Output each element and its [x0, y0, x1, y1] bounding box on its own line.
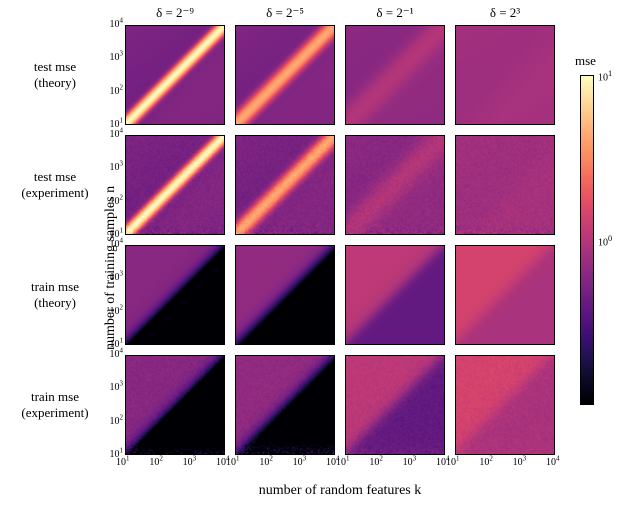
heatmap-canvas [126, 26, 224, 124]
heatmap-canvas [126, 136, 224, 234]
heatmap-panel [345, 25, 445, 125]
heatmap-panel [125, 245, 225, 345]
y-tick-label: 102 [110, 306, 124, 317]
x-tick-label: 103 [403, 457, 417, 468]
x-tick-label: 101 [116, 457, 130, 468]
x-tick-label: 101 [226, 457, 240, 468]
row-label: test mse(theory) [10, 59, 100, 92]
heatmap-canvas [236, 246, 334, 344]
y-axis-label: number of training samples n [103, 186, 119, 350]
heatmap-panel [345, 135, 445, 235]
x-tick-label: 103 [513, 457, 527, 468]
y-tick-label: 103 [110, 52, 124, 63]
heatmap-canvas [346, 26, 444, 124]
heatmap-canvas [346, 356, 444, 454]
y-tick-label: 104 [110, 349, 124, 360]
heatmap-canvas [346, 136, 444, 234]
col-label: δ = 2⁻¹ [340, 5, 450, 21]
heatmap-canvas [456, 136, 554, 234]
colorbar-label: mse [575, 53, 596, 69]
x-tick-label: 102 [259, 457, 273, 468]
y-tick-label: 102 [110, 416, 124, 427]
heatmap-panel [455, 245, 555, 345]
x-tick-label: 104 [546, 457, 560, 468]
heatmap-panel [235, 355, 335, 455]
heatmap-canvas [456, 356, 554, 454]
heatmap-panel [125, 25, 225, 125]
y-tick-label: 104 [110, 19, 124, 30]
y-tick-label: 103 [110, 162, 124, 173]
x-tick-label: 101 [336, 457, 350, 468]
row-label: train mse(theory) [10, 279, 100, 312]
heatmap-canvas [346, 246, 444, 344]
x-axis-label: number of random features k [125, 483, 555, 499]
heatmap-canvas [126, 246, 224, 344]
x-tick-label: 102 [369, 457, 383, 468]
y-tick-label: 103 [110, 272, 124, 283]
colorbar [580, 75, 594, 405]
heatmap-panel [235, 245, 335, 345]
colorbar-tick-label: 100 [598, 234, 612, 248]
heatmap-panel [235, 135, 335, 235]
y-tick-label: 104 [110, 239, 124, 250]
y-tick-label: 102 [110, 86, 124, 97]
heatmap-panel [125, 355, 225, 455]
heatmap-panel [455, 25, 555, 125]
heatmap-panel [345, 355, 445, 455]
y-tick-label: 103 [110, 382, 124, 393]
heatmap-panel [455, 355, 555, 455]
y-tick-label: 102 [110, 196, 124, 207]
x-tick-label: 103 [293, 457, 307, 468]
col-label: δ = 2⁻⁹ [120, 5, 230, 21]
colorbar-tick-label: 101 [598, 69, 612, 83]
heatmap-panel [345, 245, 445, 345]
x-tick-label: 103 [183, 457, 197, 468]
heatmap-canvas [456, 26, 554, 124]
col-label: δ = 2³ [450, 5, 560, 21]
heatmap-canvas [456, 246, 554, 344]
figure: δ = 2⁻⁹δ = 2⁻⁵δ = 2⁻¹δ = 2³ test mse(theo… [0, 0, 640, 509]
heatmap-canvas [236, 26, 334, 124]
heatmap-canvas [236, 136, 334, 234]
heatmap-panel [235, 25, 335, 125]
y-tick-label: 104 [110, 129, 124, 140]
heatmap-panel [125, 135, 225, 235]
row-label: test mse(experiment) [10, 169, 100, 202]
heatmap-panel [455, 135, 555, 235]
x-tick-label: 102 [479, 457, 493, 468]
x-tick-label: 101 [446, 457, 460, 468]
row-label: train mse(experiment) [10, 389, 100, 422]
x-tick-label: 102 [149, 457, 163, 468]
heatmap-canvas [236, 356, 334, 454]
col-label: δ = 2⁻⁵ [230, 5, 340, 21]
heatmap-canvas [126, 356, 224, 454]
